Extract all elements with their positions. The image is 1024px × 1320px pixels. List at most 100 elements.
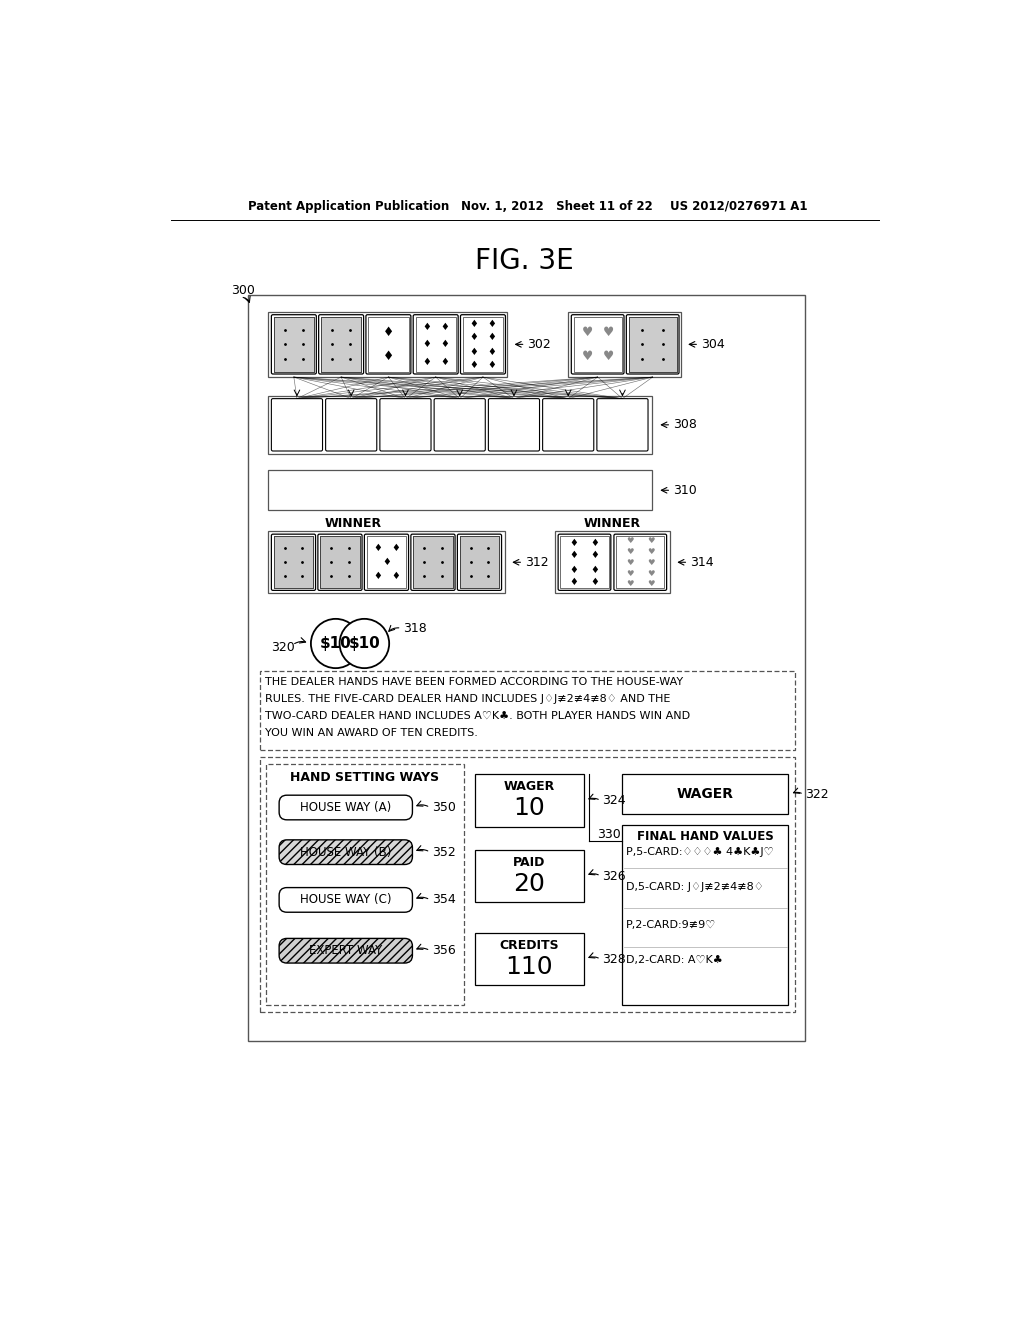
Text: ♦: ♦ [422,339,431,350]
Bar [463,317,503,372]
Bar [623,825,788,1006]
Bar [321,536,359,589]
FancyBboxPatch shape [280,939,413,964]
Text: WAGER: WAGER [677,788,734,801]
Text: WINNER: WINNER [584,517,641,529]
Text: ♥: ♥ [647,558,654,566]
Text: $10: $10 [348,636,380,651]
Bar [268,312,507,378]
FancyBboxPatch shape [280,795,413,820]
Text: ♥: ♥ [647,546,654,556]
Text: THE DEALER HANDS HAVE BEEN FORMED ACCORDING TO THE HOUSE-WAY: THE DEALER HANDS HAVE BEEN FORMED ACCORD… [265,677,683,686]
Text: ♦: ♦ [591,550,599,560]
Bar [414,536,453,589]
Text: 354: 354 [432,894,457,907]
Text: ♥: ♥ [626,569,634,578]
Text: 324: 324 [602,795,626,807]
Text: ♦: ♦ [374,572,382,581]
Bar [629,317,677,372]
Bar [321,317,361,372]
Text: ♦: ♦ [569,565,579,574]
Bar [260,671,795,750]
Text: ♦: ♦ [374,544,382,553]
Text: D,5-CARD: J♢J≢2≢4≢8♢: D,5-CARD: J♢J≢2≢4≢8♢ [627,882,764,892]
Bar [273,317,314,372]
Text: ♦: ♦ [422,358,431,367]
Text: 322: 322 [805,788,829,801]
Text: P,5-CARD:♢♢♢♣ 4♣K♣J♡: P,5-CARD:♢♢♢♣ 4♣K♣J♡ [627,847,774,857]
Text: WINNER: WINNER [325,517,381,529]
Text: ♦: ♦ [470,360,478,370]
Text: $10: $10 [319,636,351,651]
Bar [416,317,456,372]
Bar [268,531,505,594]
Text: YOU WIN AN AWARD OF TEN CREDITS.: YOU WIN AN AWARD OF TEN CREDITS. [265,727,478,738]
Text: ♦: ♦ [487,331,497,342]
Bar [273,317,314,372]
Text: ♥: ♥ [626,579,634,589]
Text: ♦: ♦ [440,358,450,367]
Text: 320: 320 [271,640,295,653]
Bar [321,317,361,372]
Text: ♥: ♥ [626,558,634,566]
Text: PAID: PAID [513,855,546,869]
Bar [414,536,453,589]
Text: ♦: ♦ [470,347,478,358]
Text: CREDITS: CREDITS [500,939,559,952]
Text: ♦: ♦ [440,322,450,331]
Bar [273,536,313,589]
Text: ♦: ♦ [391,572,399,581]
FancyBboxPatch shape [280,887,413,912]
Text: ♦: ♦ [422,322,431,331]
Bar [475,933,584,985]
Text: FIG. 3E: FIG. 3E [475,247,574,275]
Text: 308: 308 [673,418,696,432]
Text: 312: 312 [524,556,549,569]
Bar [560,536,608,589]
Text: 356: 356 [432,944,457,957]
Text: TWO-CARD DEALER HAND INCLUDES A♡K♣. BOTH PLAYER HANDS WIN AND: TWO-CARD DEALER HAND INCLUDES A♡K♣. BOTH… [265,711,690,721]
Text: ♦: ♦ [487,360,497,370]
Text: 330: 330 [597,828,621,841]
Text: RULES. THE FIVE-CARD DEALER HAND INCLUDES J♢J≢2≢4≢8♢ AND THE: RULES. THE FIVE-CARD DEALER HAND INCLUDE… [265,694,671,704]
Text: ♥: ♥ [582,350,593,363]
Bar [248,296,805,1040]
Bar [573,317,622,372]
Text: ♦: ♦ [440,339,450,350]
Text: ♥: ♥ [602,350,613,363]
Text: ♥: ♥ [602,326,613,339]
Bar [460,536,500,589]
Bar [555,531,670,594]
Text: ♥: ♥ [626,546,634,556]
Text: ♦: ♦ [487,318,497,329]
Text: ♦: ♦ [383,350,394,363]
Text: ♥: ♥ [647,569,654,578]
Bar [460,536,500,589]
Bar [367,536,407,589]
Bar [623,775,788,814]
Bar [475,775,584,826]
Text: HOUSE WAY (B): HOUSE WAY (B) [300,846,391,859]
Bar [321,536,359,589]
Circle shape [311,619,360,668]
Bar [629,317,677,372]
Bar [616,536,665,589]
Text: ♦: ♦ [470,331,478,342]
Text: ♥: ♥ [647,579,654,589]
Text: ♦: ♦ [470,318,478,329]
Bar [267,396,652,454]
Text: ♦: ♦ [391,544,399,553]
Text: US 2012/0276971 A1: US 2012/0276971 A1 [671,199,808,213]
Bar [273,536,313,589]
Text: ♦: ♦ [383,326,394,339]
Text: 310: 310 [673,483,696,496]
Text: 318: 318 [403,622,427,635]
Text: 314: 314 [690,556,714,569]
Text: ♦: ♦ [382,557,391,568]
Text: ♦: ♦ [591,537,599,548]
Bar [267,470,652,511]
Text: 328: 328 [602,953,626,966]
Text: FINAL HAND VALUES: FINAL HAND VALUES [637,829,774,842]
Text: ♦: ♦ [591,565,599,574]
Text: 352: 352 [432,846,457,859]
